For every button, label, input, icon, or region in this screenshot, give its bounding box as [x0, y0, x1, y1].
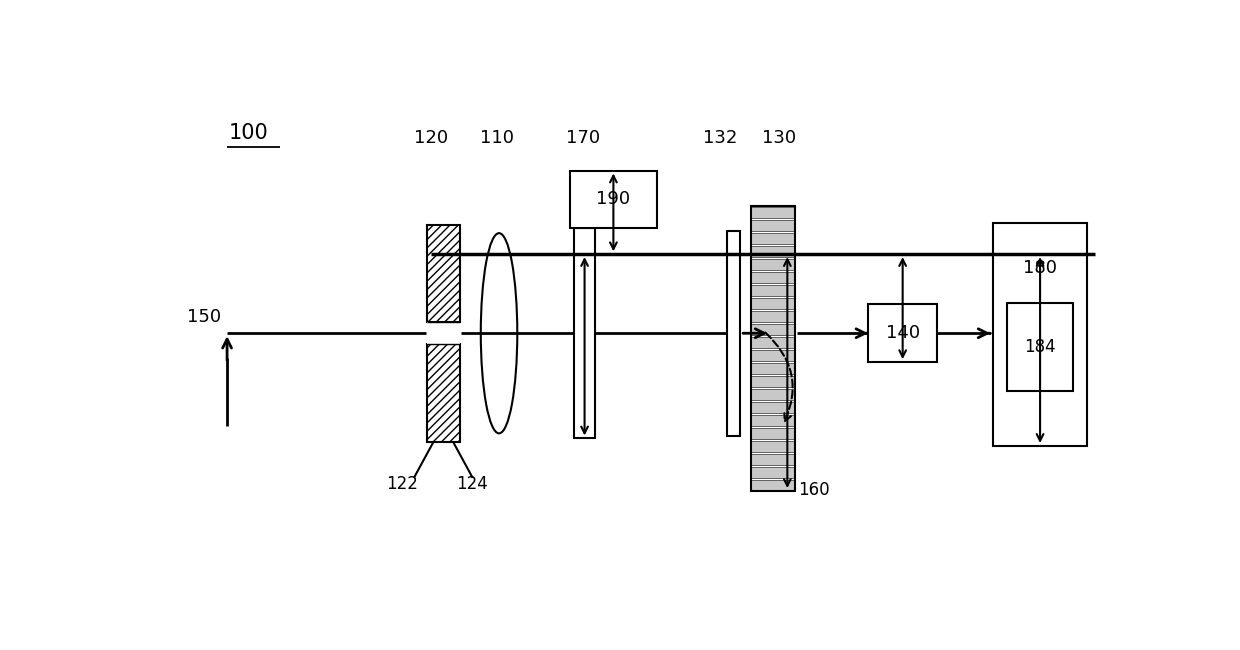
Text: 100: 100: [229, 123, 269, 143]
Bar: [751, 233, 795, 244]
Text: 180: 180: [1023, 259, 1056, 277]
Bar: [751, 246, 795, 257]
Bar: [751, 441, 795, 452]
Bar: [751, 324, 795, 335]
Bar: [751, 285, 795, 296]
Bar: [751, 402, 795, 413]
Text: 124: 124: [456, 475, 489, 493]
Bar: [751, 480, 795, 491]
Bar: [751, 337, 795, 348]
Ellipse shape: [481, 233, 517, 434]
Bar: [751, 428, 795, 439]
Bar: [751, 205, 795, 491]
Bar: [751, 311, 795, 322]
Bar: [427, 225, 460, 322]
Bar: [751, 220, 795, 231]
Text: 120: 120: [414, 129, 448, 147]
Bar: [751, 389, 795, 400]
Bar: [751, 415, 795, 426]
Text: 184: 184: [1024, 338, 1056, 356]
Text: 140: 140: [885, 324, 920, 343]
Text: 132: 132: [703, 129, 738, 147]
Bar: [751, 467, 795, 478]
Text: 122: 122: [386, 475, 418, 493]
Bar: [751, 376, 795, 387]
Bar: [427, 322, 460, 344]
Bar: [993, 223, 1087, 446]
Bar: [868, 304, 937, 362]
Bar: [751, 259, 795, 270]
Bar: [574, 228, 595, 438]
Text: 160: 160: [797, 481, 830, 499]
Bar: [727, 231, 740, 436]
Bar: [751, 350, 795, 361]
Bar: [751, 207, 795, 218]
Text: 130: 130: [761, 129, 796, 147]
Bar: [751, 363, 795, 374]
Bar: [751, 272, 795, 283]
Bar: [427, 344, 460, 442]
Bar: [751, 454, 795, 465]
Bar: [1007, 303, 1073, 391]
Bar: [751, 298, 795, 309]
Bar: [570, 170, 657, 228]
Text: 190: 190: [596, 190, 630, 209]
Text: 170: 170: [565, 129, 600, 147]
Text: 150: 150: [187, 308, 221, 326]
Text: 110: 110: [480, 129, 513, 147]
